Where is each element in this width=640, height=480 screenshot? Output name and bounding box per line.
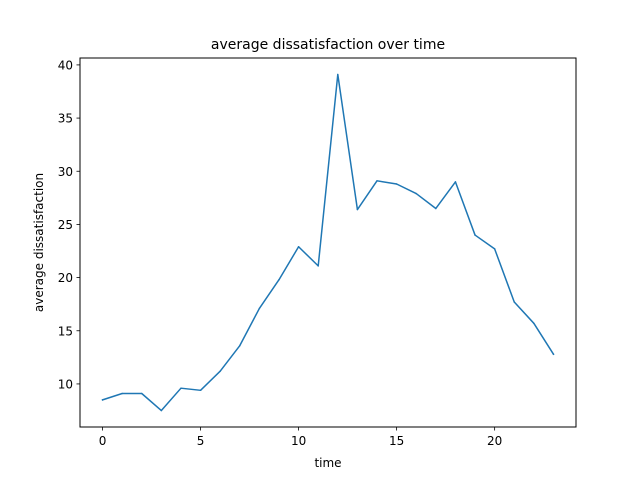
- y-tick-label: 10: [58, 377, 73, 391]
- x-tick-label: 20: [487, 434, 502, 448]
- data-point: [317, 265, 319, 267]
- y-tick-label: 35: [58, 112, 73, 126]
- data-point: [180, 387, 182, 389]
- y-tick-label: 30: [58, 165, 73, 179]
- data-point: [454, 181, 457, 183]
- data-point: [278, 278, 280, 281]
- plot-area: [101, 73, 555, 412]
- chart-title: average dissatisfaction over time: [211, 37, 445, 53]
- data-point: [493, 248, 496, 250]
- data-point: [337, 73, 339, 76]
- data-point: [297, 246, 300, 248]
- data-point: [101, 399, 104, 401]
- x-tick-label: 10: [291, 434, 306, 448]
- data-point: [160, 409, 163, 412]
- series-line: [101, 73, 555, 412]
- y-tick-label: 20: [58, 271, 73, 285]
- x-tick-label: 0: [99, 434, 107, 448]
- y-tick-label: 15: [58, 324, 73, 338]
- data-point: [141, 392, 143, 395]
- data-point: [415, 192, 417, 195]
- y-axis-title: average dissatisfaction: [32, 173, 46, 312]
- x-tick-label: 15: [389, 434, 404, 448]
- data-point: [552, 353, 555, 355]
- data-point: [474, 234, 476, 236]
- data-point: [435, 207, 437, 210]
- data-point: [239, 344, 241, 347]
- data-point: [199, 389, 202, 392]
- x-tick-label: 5: [197, 434, 205, 448]
- data-point: [121, 392, 123, 395]
- x-axis: 0 5 10 15 20: [99, 427, 502, 448]
- data-point: [356, 208, 359, 211]
- axes-frame: [79, 57, 577, 428]
- data-point: [376, 180, 378, 182]
- y-axis: 10 15 20 25 30 35 40: [58, 58, 80, 391]
- data-point: [513, 301, 515, 303]
- y-tick-label: 40: [58, 58, 73, 72]
- y-tick-label: 25: [58, 218, 73, 232]
- data-point: [395, 183, 398, 185]
- data-point: [258, 307, 261, 310]
- data-point: [533, 322, 535, 325]
- x-axis-title: time: [314, 456, 341, 470]
- data-point: [219, 370, 221, 372]
